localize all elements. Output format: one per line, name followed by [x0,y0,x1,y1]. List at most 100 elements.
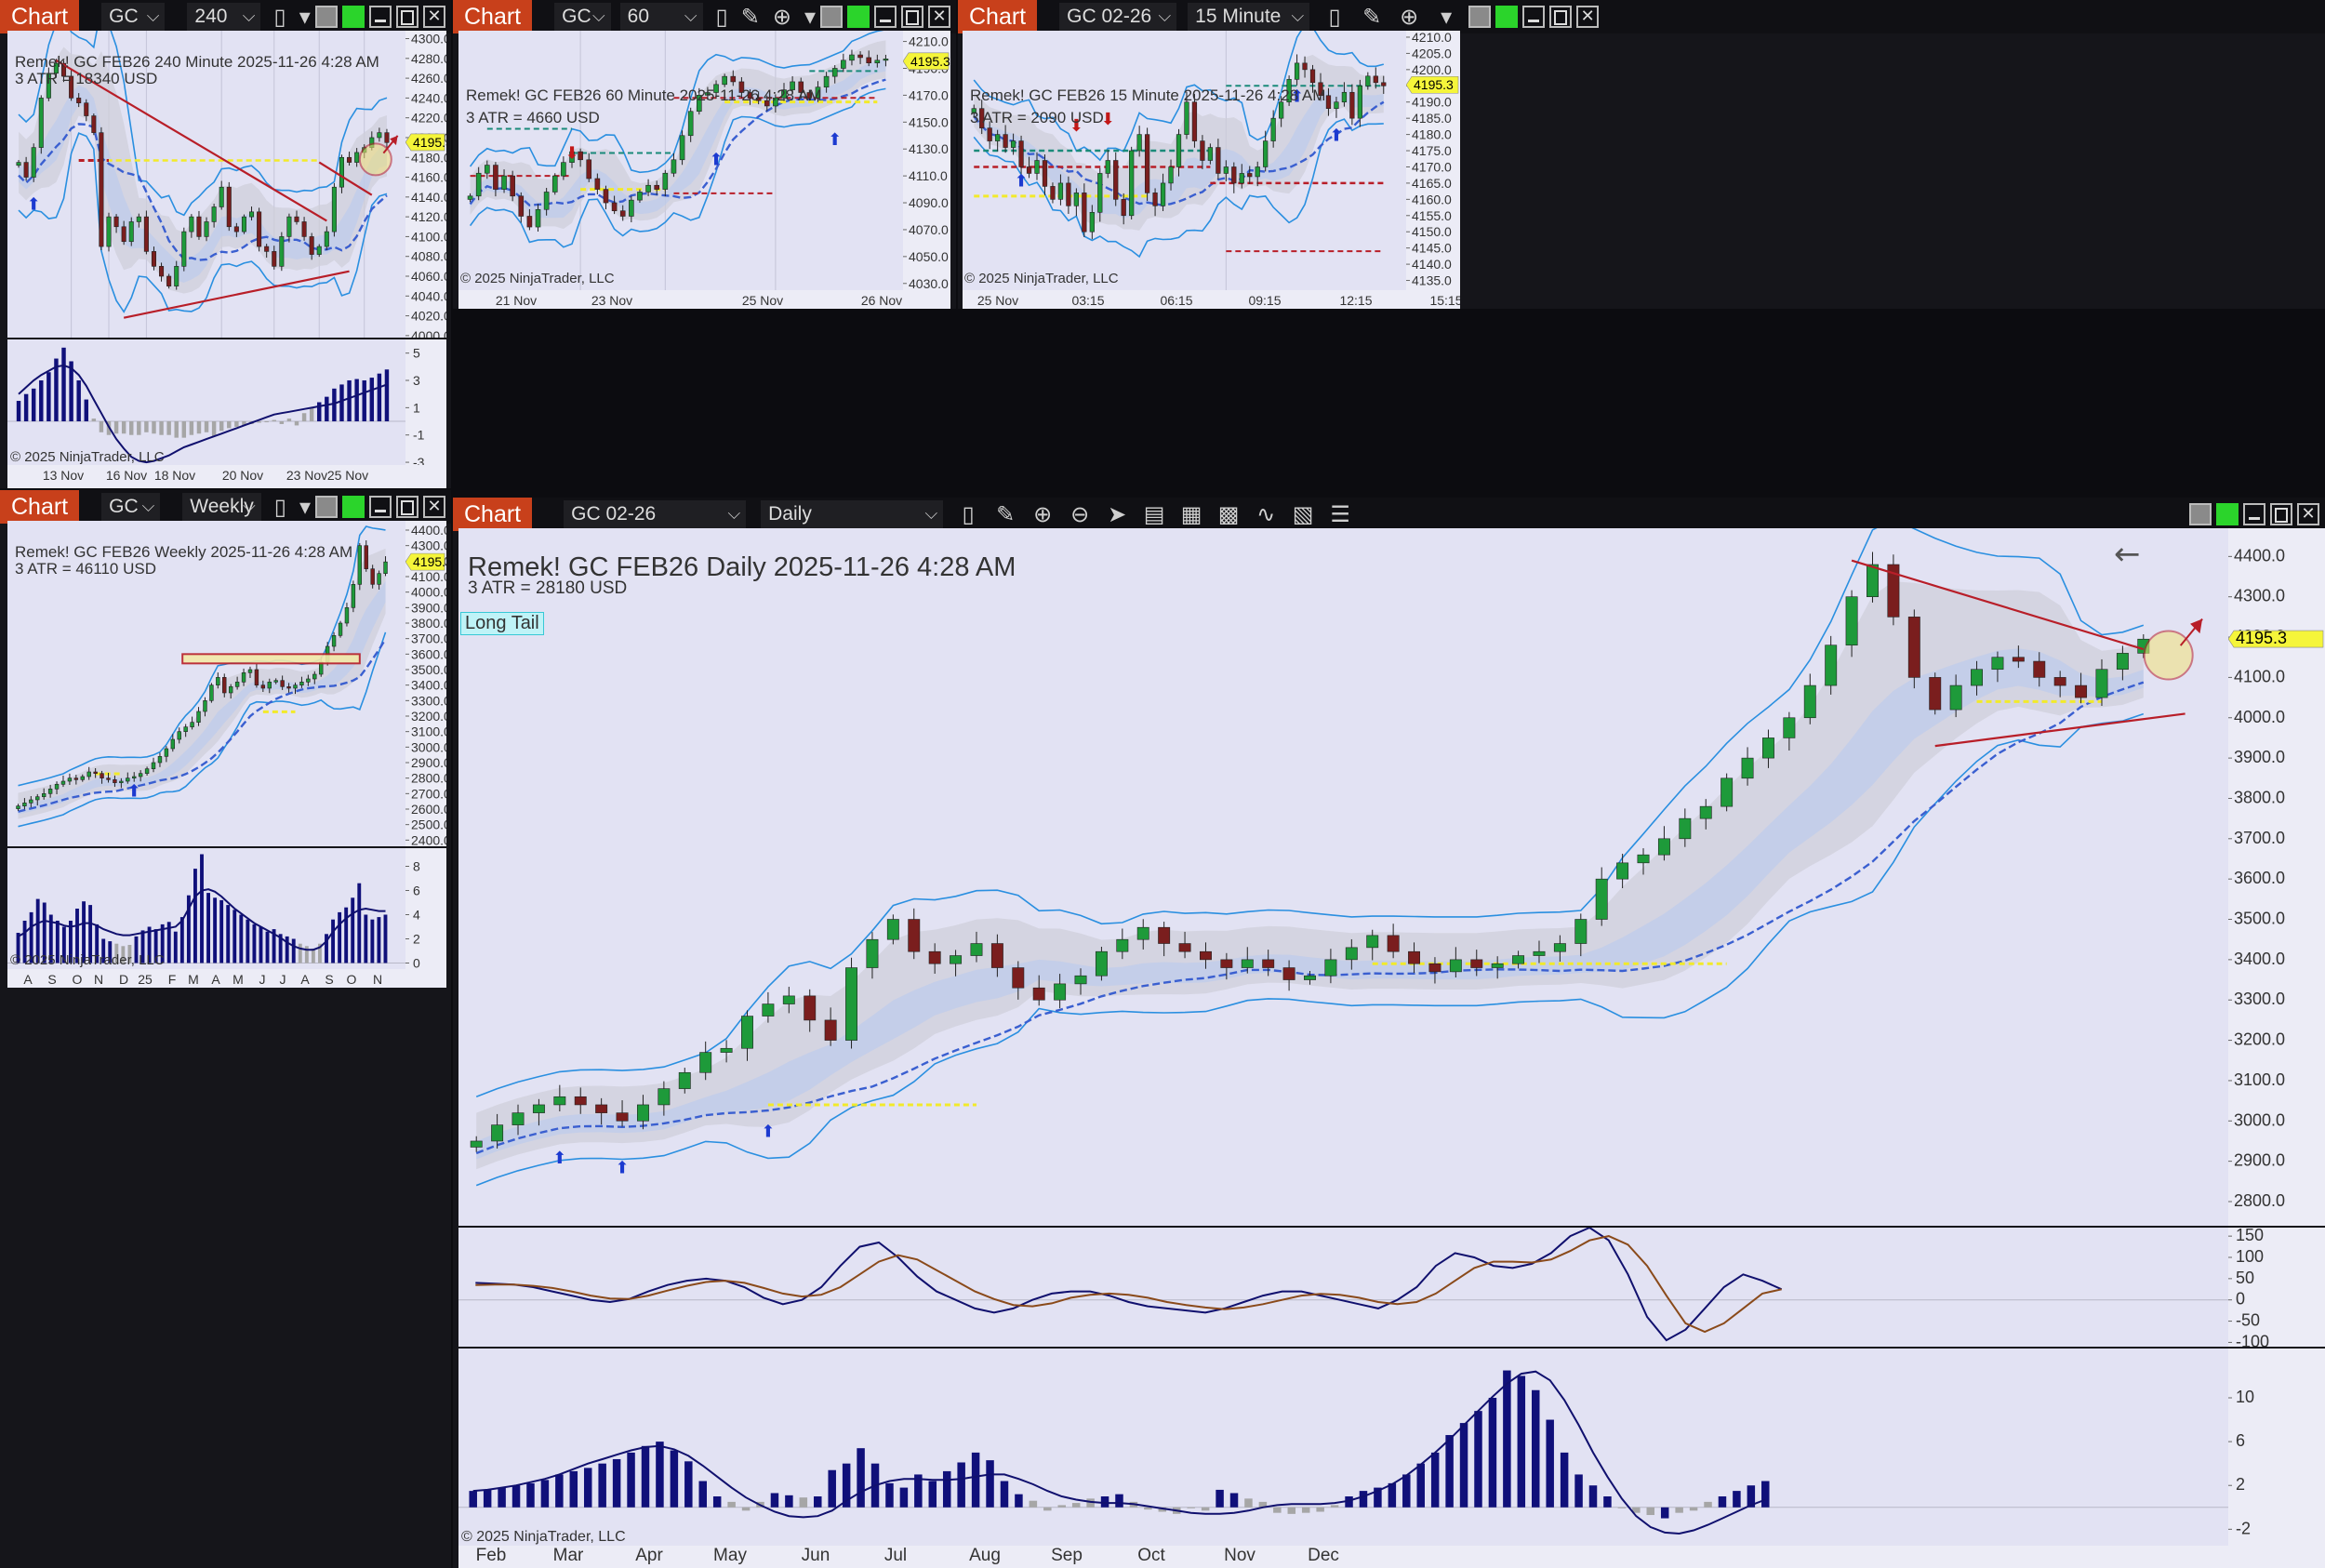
zoom-in-icon[interactable]: ⊕ [1033,501,1053,527]
histogram-panel[interactable]: © 2025 NinjaTrader, LLC [458,1349,2228,1546]
histogram-bar [69,921,73,963]
link-green-icon[interactable] [847,6,870,28]
last-price-label: 4195.3 [1414,77,1454,92]
x-tick-label: D [119,972,128,987]
calculator-icon[interactable]: ▧ [1292,501,1314,527]
close-button[interactable]: ✕ [928,6,950,28]
candle-body [344,607,350,624]
instrument-selector[interactable]: GC 02-26⌵ [101,3,166,83]
y-tick-label: 3100.0 [2234,1070,2285,1089]
candle-body [1803,684,1816,719]
bar-type-icon[interactable]: ▯ [273,494,286,520]
price-panel[interactable]: ⬆ Remek! GC FEB26 Weekly 2025-11-26 4:28… [7,521,405,846]
interval-selector[interactable]: 240 Minute⌵ [187,3,261,55]
candle-body [1216,147,1221,174]
pencil-icon[interactable]: ✎ [740,4,760,30]
instrument-selector[interactable]: GC 02-26⌵ [1059,3,1177,31]
indicator-panel[interactable]: © 2025 NinjaTrader, LLC [7,339,405,465]
back-arrow-icon[interactable]: ← [2114,536,2141,573]
bar-type-icon[interactable]: ▯ [1328,4,1341,30]
pencil-icon[interactable]: ✎ [996,501,1016,527]
link-gray-icon[interactable] [315,496,338,518]
histogram-bar [354,379,359,422]
close-button[interactable]: ✕ [1576,6,1600,28]
chevron-down-icon[interactable]: ▾ [804,4,816,30]
bar-type-icon[interactable]: ▯ [962,501,975,527]
histogram-bar [857,1448,865,1508]
minimize-button[interactable] [874,6,897,28]
x-tick-label: 09:15 [1248,293,1281,308]
instrument-selector[interactable]: GC 02-26⌵ [554,3,611,83]
histogram-bar [684,1461,693,1508]
link-green-icon[interactable] [1495,6,1519,28]
maximize-button[interactable] [2270,503,2292,525]
drawing-list-icon[interactable]: ☰ [1330,501,1350,527]
data-box-icon[interactable]: ▤ [1143,501,1165,527]
minimize-button[interactable] [369,6,392,28]
y-tick-label: 4180.0 [1412,127,1452,142]
zoom-out-icon[interactable]: ⊖ [1070,501,1090,527]
candle-body [928,950,941,964]
pointer-icon[interactable]: ➤ [1108,501,1127,527]
zoom-in-icon[interactable]: ⊕ [772,4,791,30]
instrument-selector[interactable]: GC 02-26⌵ [101,493,161,573]
indicators-icon[interactable]: ∿ [1256,501,1276,527]
interval-selector[interactable]: 60 Minute⌵ [619,3,703,55]
maximize-button[interactable] [901,6,923,28]
chevron-down-icon[interactable]: ▾ [1441,4,1453,30]
maximize-button[interactable] [1549,6,1573,28]
link-green-icon[interactable] [342,6,365,28]
candle-body [2033,660,2046,678]
price-panel[interactable]: ⬆ ⬆ ⬆ Remek! GC FEB26 Daily 2025-11-26 4:2… [458,528,2228,1226]
link-green-icon[interactable] [2216,503,2239,525]
interval-selector[interactable]: Weekly ⌵ [182,493,261,521]
price-panel[interactable]: ⬆ Remek! GC FEB26 240 Minute 2025-11-26 … [7,31,405,338]
chart-menu-button[interactable]: Chart [453,498,533,531]
link-gray-icon[interactable] [820,6,843,28]
link-gray-icon[interactable] [2189,503,2212,525]
candle-body [1720,777,1734,807]
close-button[interactable]: ✕ [2297,503,2319,525]
maximize-button[interactable] [396,6,418,28]
maximize-button[interactable] [396,496,418,518]
bar-type-icon[interactable]: ▯ [715,4,728,30]
link-gray-icon[interactable] [315,6,338,28]
last-price-tag [405,133,445,152]
macd-panel[interactable] [458,1228,2228,1347]
candle-body [267,682,272,689]
y-tick-label: 4130.0 [909,141,949,156]
zoom-in-icon[interactable]: ⊕ [1400,4,1419,30]
pencil-icon[interactable]: ✎ [1362,4,1382,30]
interval-selector[interactable]: Daily ⌵ [761,500,944,528]
chart-menu-button[interactable]: Chart [958,0,1038,33]
price-panel[interactable]: ⬇ ⬆ ⬆ Remek! GC FEB26 60 Minute 2025-11-26… [458,31,903,290]
candle-body [306,678,311,683]
link-gray-icon[interactable] [1468,6,1492,28]
candle-body [204,221,209,237]
indicator-panel[interactable]: © 2025 NinjaTrader, LLC [7,848,405,969]
interval-selector[interactable]: 15 Minute ⌵ [1188,3,1310,31]
volatility-band-fill [470,40,886,230]
histogram-bar [31,388,36,422]
minimize-button[interactable] [2243,503,2265,525]
properties-icon[interactable]: ▦ [1180,501,1202,527]
candle-body [611,202,618,212]
close-button[interactable]: ✕ [423,496,445,518]
chart-menu-button[interactable]: Chart [0,490,80,524]
y-tick-label: 4145.0 [1412,241,1452,256]
x-tick-label: 16 Nov [106,468,147,483]
instrument-selector[interactable]: GC 02-26⌵ [564,500,747,528]
bar-type-icon[interactable]: ▯ [273,4,286,30]
link-green-icon[interactable] [342,496,365,518]
strategies-icon[interactable]: ▩ [1217,501,1240,527]
chart-menu-button[interactable]: Chart [0,0,80,33]
candle-body [637,1104,649,1122]
chevron-down-icon[interactable]: ▾ [299,494,311,520]
minimize-button[interactable] [369,496,392,518]
histogram-bar [971,1452,980,1508]
chart-menu-button[interactable]: Chart [453,0,533,33]
minimize-button[interactable] [1522,6,1546,28]
price-panel[interactable]: ⬆ ⬇ ⬇ ⬆ ⬆ Remek! GC FEB26 15 Minute 2025-11-… [963,31,1406,290]
chevron-down-icon[interactable]: ▾ [299,4,311,30]
close-button[interactable]: ✕ [423,6,445,28]
